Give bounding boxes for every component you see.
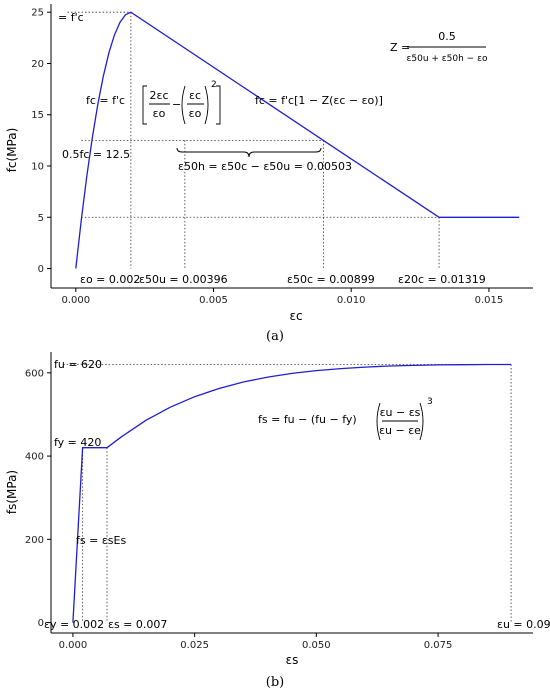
chart-panel-a: 0.000 0.005 0.010 0.015 0 5 10 15 20 25 = f'c 0.5… — [5, 4, 533, 344]
annotation-eps-o: εo = 0.002 — [80, 273, 140, 286]
x-tick-label-b-3: 0.075 — [424, 640, 453, 651]
y-tick-label-b-2: 400 — [25, 452, 44, 463]
equation-rise-exponent: 2 — [211, 80, 217, 90]
equation-rise-paren-right — [204, 85, 209, 125]
y-tick-label-a-0: 0 — [38, 264, 44, 275]
equation-rise-term1-num: 2εc — [150, 89, 169, 102]
ticks-a: 0.000 0.005 0.010 0.015 0 5 10 15 20 25 — [31, 8, 503, 306]
x-tick-label-a-0: 0.000 — [61, 295, 90, 306]
equation-hard-paren-right — [419, 402, 424, 441]
equation-elastic: fs = εsEs — [76, 534, 126, 547]
y-tick-label-a-2: 10 — [31, 161, 44, 172]
y-tick-label-b-3: 600 — [25, 368, 44, 379]
annotation-eps-50u: ε50u = 0.00396 — [139, 273, 228, 286]
equation-hard-exponent: 3 — [427, 397, 433, 407]
x-tick-label-b-0: 0.000 — [59, 640, 88, 651]
guide-lines-a — [67, 11, 440, 269]
annotation-eps-50c: ε50c = 0.00899 — [287, 273, 375, 286]
y-axis-label-a: fc(MPa) — [5, 128, 19, 173]
x-tick-label-a-2: 0.010 — [337, 295, 366, 306]
y-axis-label-b: fs(MPa) — [5, 470, 19, 514]
ticks-b: 0.000 0.025 0.050 0.075 0 200 400 600 — [25, 368, 452, 651]
y-tick-label-a-4: 20 — [31, 59, 44, 70]
y-tick-label-a-5: 25 — [31, 8, 44, 19]
brace-eps-50h — [176, 147, 322, 158]
x-tick-label-a-3: 0.015 — [475, 295, 504, 306]
panel-label-b: (b) — [266, 675, 284, 690]
equation-rise-paren-left — [181, 85, 186, 125]
equation-rise-bracket-right — [216, 85, 221, 125]
guide-lines-b — [63, 364, 512, 623]
equation-rise-term2-num: εc — [189, 89, 201, 102]
stress-strain-line-a — [75, 11, 520, 269]
equation-rise-lhs: fc = f'c — [86, 94, 125, 107]
equation-rise-term2-den: εo — [189, 107, 202, 120]
y-tick-label-a-3: 15 — [31, 110, 44, 121]
annotation-eps-y: εy = 0.002 — [44, 618, 104, 631]
x-axis-label-b: εs — [286, 653, 299, 667]
annotation-eps-50h: ε50h = ε50c − ε50u = 0.00503 — [178, 160, 352, 173]
stress-strain-line-b — [72, 363, 512, 623]
x-axis-label-a: εc — [289, 309, 302, 323]
annotation-fu: fu = 620 — [54, 358, 102, 371]
annotation-fc-peak: = f'c — [58, 11, 84, 24]
annotation-eps-s: εs = 0.007 — [108, 618, 167, 631]
y-tick-label-a-1: 5 — [38, 213, 44, 224]
panel-label-a: (a) — [266, 329, 284, 344]
annotation-fy: fy = 420 — [54, 436, 101, 449]
z-equation-denominator: ε50u + ε50h − εo — [407, 54, 488, 64]
x-tick-label-b-1: 0.025 — [180, 640, 209, 651]
y-tick-label-b-1: 200 — [25, 535, 44, 546]
y-tick-label-b-0: 0 — [38, 618, 44, 629]
equation-hard-numerator: εu − εs — [380, 406, 421, 419]
x-tick-label-b-2: 0.050 — [302, 640, 331, 651]
equation-rise-minus: − — [172, 98, 181, 111]
equation-hard-lhs: fs = fu − (fu − fy) — [258, 413, 357, 426]
equation-hard-denominator: εu − εe — [379, 424, 421, 437]
equation-rise-bracket-left — [142, 85, 147, 125]
annotation-eps-u: εu = 0.09 — [497, 618, 550, 631]
equation-hard-paren-left — [376, 402, 381, 441]
z-equation-numerator: 0.5 — [438, 30, 456, 43]
equation-rise-term1-den: εo — [153, 107, 166, 120]
annotation-half-fc: 0.5fc = 12.5 — [62, 148, 130, 161]
z-equation-lhs: Z = — [390, 41, 410, 54]
equation-fall: fc = f'c[1 − Z(εc − εo)] — [255, 94, 383, 107]
annotation-eps-20c: ε20c = 0.01319 — [398, 273, 486, 286]
x-tick-label-a-1: 0.005 — [199, 295, 228, 306]
